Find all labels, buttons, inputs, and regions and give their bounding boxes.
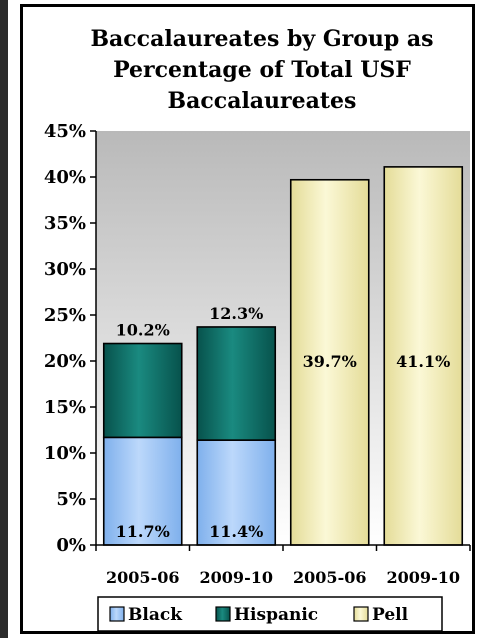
legend-swatch-pell (353, 606, 369, 622)
x-tick-label: 2009-10 (387, 568, 460, 587)
chart-title-line: Percentage of Total USF (113, 57, 411, 83)
y-tick-labels: 0% 5% 10% 15% 20% 25% 30% 35% 40% 45% (44, 121, 86, 556)
legend-label-pell: Pell (372, 605, 409, 625)
x-tick-labels: 2005-06 2009-10 2005-06 2009-10 (106, 568, 460, 587)
legend-label-black: Black (128, 605, 183, 625)
legend: Black Hispanic Pell (97, 596, 443, 632)
y-tick-label: 10% (44, 443, 86, 464)
chart-title: Baccalaureates by Group as Percentage of … (90, 26, 433, 114)
bar-black-0 (102, 436, 183, 546)
y-tick-label: 5% (56, 489, 86, 510)
y-tick-label: 25% (44, 305, 86, 326)
y-tick-label: 15% (44, 397, 86, 418)
x-tick-label: 2009-10 (200, 568, 273, 587)
data-label-hispanic-1: 12.3% (209, 304, 263, 323)
axes (90, 130, 471, 551)
bar-hispanic-0 (102, 342, 183, 439)
data-label-pell-2: 39.7% (303, 352, 357, 371)
y-tick-label: 20% (44, 351, 86, 372)
y-tick-label: 40% (44, 167, 86, 188)
left-edge-strip (0, 0, 8, 638)
x-tick-label: 2005-06 (293, 568, 366, 587)
x-tick-label: 2005-06 (106, 568, 179, 587)
legend-swatch-hispanic (215, 606, 231, 622)
data-labels: 11.7% 10.2% 11.4% 12.3% 39.7% 41.1% (116, 304, 451, 541)
bar-pell-2 (289, 178, 370, 546)
chart-title-line: Baccalaureates (168, 88, 357, 114)
bar-hispanic-1 (196, 326, 277, 441)
legend-label-hispanic: Hispanic (234, 605, 318, 625)
chart-title-line: Baccalaureates by Group as (90, 26, 433, 52)
y-tick-label: 0% (56, 535, 86, 556)
legend-swatch-black (109, 606, 125, 622)
y-tick-label: 35% (44, 213, 86, 234)
data-label-hispanic-0: 10.2% (116, 321, 170, 340)
legend-box (97, 596, 443, 632)
bars (102, 166, 464, 546)
data-label-black-0: 11.7% (116, 522, 170, 541)
y-tick-label: 30% (44, 259, 86, 280)
data-label-pell-3: 41.1% (396, 352, 450, 371)
data-label-black-1: 11.4% (209, 522, 263, 541)
y-tick-label: 45% (44, 121, 86, 142)
